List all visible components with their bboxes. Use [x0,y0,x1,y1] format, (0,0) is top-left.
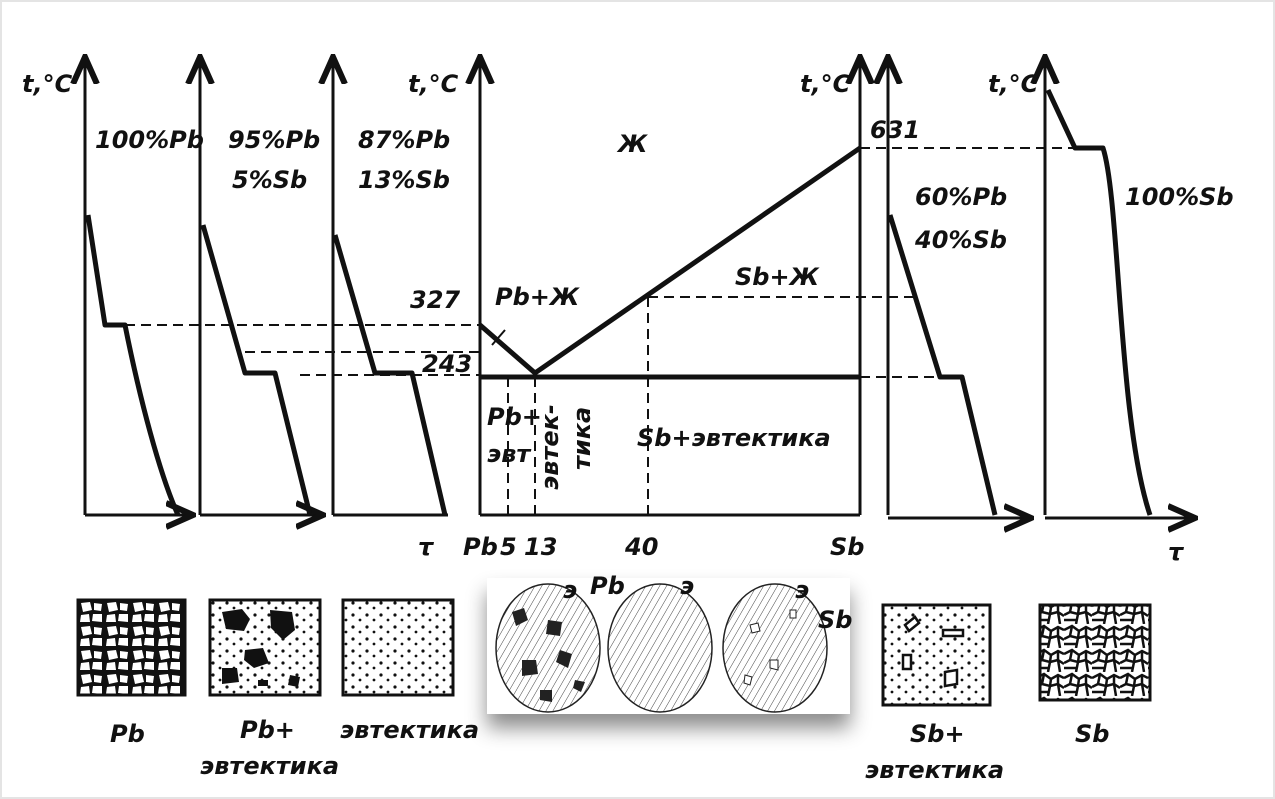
photo-label: Pb [590,572,625,600]
region-label: Sb+Ж [735,263,820,291]
axis-label: t,°C [988,70,1039,98]
composition: 100%Sb [1125,183,1234,211]
micro-label: эвтектика [340,716,479,744]
time-label: τ [418,533,435,561]
photo-label: Sb [818,606,852,634]
micro-eutectic [343,600,453,695]
x-label: 5 [500,533,517,561]
temperature: 631 [870,116,920,144]
region-label: эвт [487,440,532,468]
region-label: Pb+Ж [495,283,580,311]
temperature: 243 [422,350,472,378]
composition: 100%Pb [95,126,204,154]
composition: 5%Sb [232,166,307,194]
composition: 40%Sb [914,226,1007,254]
micro-pb-eutectic [210,600,320,695]
micro-sb-eutectic [883,605,990,705]
micro-label: эвтектика [200,752,339,780]
micro-sb [1040,605,1150,700]
region-label: тика [568,407,596,470]
axis-label: t,°C [800,70,851,98]
micro-label: эвтектика [865,756,1004,784]
axis-label: t,°C [22,70,73,98]
micro-label: Sb+ [910,720,965,748]
region-label: Sb+эвтектика [637,424,831,452]
x-label: 40 [624,533,658,561]
photo-label: э [680,572,694,600]
composition: 95%Pb [228,126,320,154]
region-label: Pb+ [487,403,542,431]
x-label: Sb [830,533,864,561]
photo-label: э [563,576,577,604]
time-label: τ [1168,538,1185,566]
x-label: 13 [524,533,557,561]
region-label: эвтек- [536,404,564,490]
composition: 87%Pb [358,126,450,154]
composition: 60%Pb [915,183,1007,211]
x-label: Pb [463,533,498,561]
photo-label: э [795,576,809,604]
region-label: Ж [616,130,648,158]
photo-inset: э Pb э э Sb [487,572,852,714]
axis-label: t,°C [408,70,459,98]
micro-label: Pb+ [240,716,295,744]
micro-pb [78,600,185,695]
temperature: 327 [410,286,460,314]
micro-label: Pb [110,720,145,748]
micro-label: Sb [1075,720,1109,748]
composition: 13%Sb [358,166,450,194]
diagram: t,°C 100%Pb 95%Pb 5%Sb 87%Pb 13%Sb t,°C … [0,0,1275,799]
